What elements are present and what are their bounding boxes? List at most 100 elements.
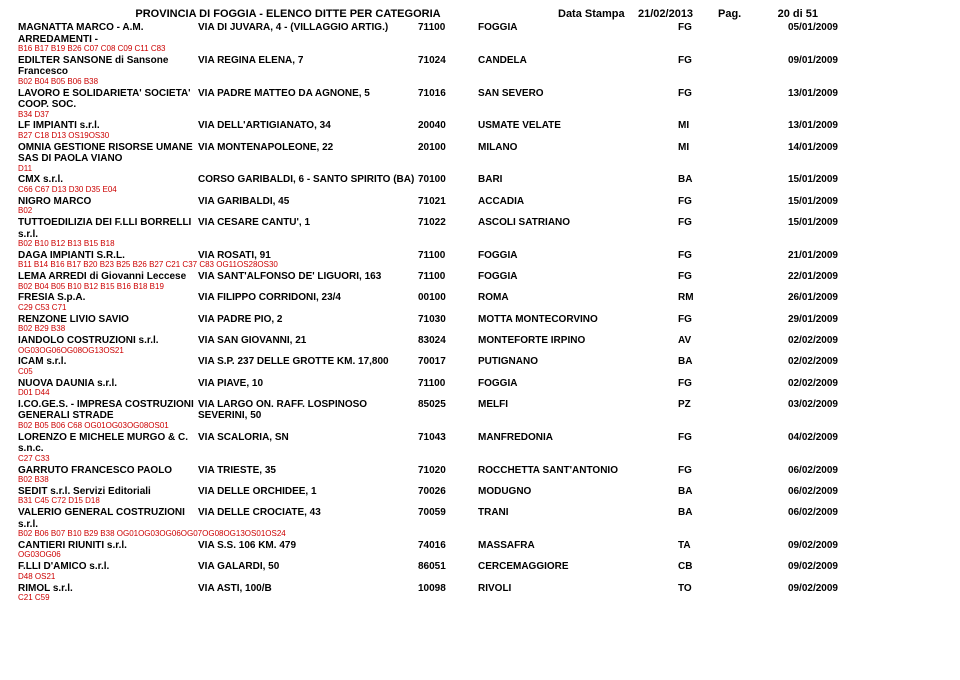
company-row: FRESIA S.p.A.VIA FILIPPO CORRIDONI, 23/4… [18,292,942,304]
company-date: 03/02/2009 [748,399,838,422]
company-row: CMX s.r.l.CORSO GARIBALDI, 6 - SANTO SPI… [18,174,942,186]
company-date: 26/01/2009 [748,292,838,304]
company-entry: ICAM s.r.l.VIA S.P. 237 DELLE GROTTE KM.… [18,356,942,376]
company-city: PUTIGNANO [478,356,678,368]
company-address: VIA DELLE CROCIATE, 43 [198,507,418,530]
company-zip: 70100 [418,174,478,186]
company-entry: LF IMPIANTI s.r.l.VIA DELL'ARTIGIANATO, … [18,120,942,140]
company-province: FG [678,378,748,390]
company-codes: B02 B29 B38 [18,325,942,334]
page-header: PROVINCIA DI FOGGIA - ELENCO DITTE PER C… [18,8,942,20]
company-name: I.CO.GE.S. - IMPRESA COSTRUZIONI GENERAL… [18,399,198,422]
company-province: RM [678,292,748,304]
company-codes: D48 OS21 [18,573,942,582]
company-codes: C66 C67 D13 D30 D35 E04 [18,186,942,195]
header-title: PROVINCIA DI FOGGIA - ELENCO DITTE PER C… [18,8,558,20]
company-entry: TUTTOEDILIZIA DEI F.LLI BORRELLI s.r.l.V… [18,217,942,249]
company-name: LORENZO E MICHELE MURGO & C. s.n.c. [18,432,198,455]
company-row: SEDIT s.r.l. Servizi EditorialiVIA DELLE… [18,486,942,498]
company-city: ROMA [478,292,678,304]
company-row: F.LLI D'AMICO s.r.l.VIA GALARDI, 5086051… [18,561,942,573]
company-entry: LORENZO E MICHELE MURGO & C. s.n.c.VIA S… [18,432,942,464]
company-city: SAN SEVERO [478,88,678,111]
company-name: IANDOLO COSTRUZIONI s.r.l. [18,335,198,347]
company-codes: D01 D44 [18,389,942,398]
company-date: 13/01/2009 [748,88,838,111]
company-date: 15/01/2009 [748,217,838,240]
company-codes: B02 B04 B05 B06 B38 [18,78,942,87]
company-province: BA [678,174,748,186]
company-entry: IANDOLO COSTRUZIONI s.r.l.VIA SAN GIOVAN… [18,335,942,355]
company-entry: EDILTER SANSONE di Sansone FrancescoVIA … [18,55,942,87]
company-codes: C21 C59 [18,594,942,603]
company-codes: OG03OG06 [18,551,942,560]
company-date: 06/02/2009 [748,486,838,498]
company-entry: OMNIA GESTIONE RISORSE UMANE SAS DI PAOL… [18,142,942,174]
company-row: LAVORO E SOLIDARIETA' SOCIETA' COOP. SOC… [18,88,942,111]
company-entry: F.LLI D'AMICO s.r.l.VIA GALARDI, 5086051… [18,561,942,581]
company-address: VIA REGINA ELENA, 7 [198,55,418,78]
company-zip: 85025 [418,399,478,422]
company-address: VIA PADRE MATTEO DA AGNONE, 5 [198,88,418,111]
company-province: AV [678,335,748,347]
company-date: 14/01/2009 [748,142,838,165]
company-name: TUTTOEDILIZIA DEI F.LLI BORRELLI s.r.l. [18,217,198,240]
company-zip: 71021 [418,196,478,208]
company-city: MANFREDONIA [478,432,678,455]
company-row: RIMOL s.r.l.VIA ASTI, 100/B10098RIVOLITO… [18,583,942,595]
company-date: 09/02/2009 [748,540,838,552]
company-name: LAVORO E SOLIDARIETA' SOCIETA' COOP. SOC… [18,88,198,111]
company-address: VIA DELLE ORCHIDEE, 1 [198,486,418,498]
company-entry: MAGNATTA MARCO - A.M. ARREDAMENTI -VIA D… [18,22,942,54]
company-row: LEMA ARREDI di Giovanni LecceseVIA SANT'… [18,271,942,283]
company-row: TUTTOEDILIZIA DEI F.LLI BORRELLI s.r.l.V… [18,217,942,240]
company-province: FG [678,22,748,45]
company-city: ASCOLI SATRIANO [478,217,678,240]
company-list: MAGNATTA MARCO - A.M. ARREDAMENTI -VIA D… [18,22,942,603]
company-province: TA [678,540,748,552]
company-name: EDILTER SANSONE di Sansone Francesco [18,55,198,78]
company-address: VIA MONTENAPOLEONE, 22 [198,142,418,165]
company-zip: 71100 [418,271,478,283]
company-row: NIGRO MARCOVIA GARIBALDI, 4571021ACCADIA… [18,196,942,208]
company-city: FOGGIA [478,378,678,390]
company-codes: B34 D37 [18,111,942,120]
company-province: FG [678,217,748,240]
company-date: 29/01/2009 [748,314,838,326]
company-entry: CANTIERI RIUNITI s.r.l.VIA S.S. 106 KM. … [18,540,942,560]
company-date: 06/02/2009 [748,507,838,530]
company-entry: GARRUTO FRANCESCO PAOLOVIA TRIESTE, 3571… [18,465,942,485]
company-province: PZ [678,399,748,422]
company-entry: NIGRO MARCOVIA GARIBALDI, 4571021ACCADIA… [18,196,942,216]
company-row: OMNIA GESTIONE RISORSE UMANE SAS DI PAOL… [18,142,942,165]
company-zip: 00100 [418,292,478,304]
header-page-num: 20 di 51 [758,8,818,20]
company-date: 15/01/2009 [748,196,838,208]
company-province: MI [678,120,748,132]
company-province: FG [678,88,748,111]
company-name: NIGRO MARCO [18,196,198,208]
company-row: GARRUTO FRANCESCO PAOLOVIA TRIESTE, 3571… [18,465,942,477]
company-entry: DAGA IMPIANTI S.R.L.VIA ROSATI, 9171100F… [18,250,942,270]
company-zip: 71100 [418,22,478,45]
company-province: BA [678,486,748,498]
company-date: 09/02/2009 [748,583,838,595]
company-city: MOTTA MONTECORVINO [478,314,678,326]
company-entry: RIMOL s.r.l.VIA ASTI, 100/B10098RIVOLITO… [18,583,942,603]
company-codes: B02 B04 B05 B10 B12 B15 B16 B18 B19 [18,283,942,292]
company-province: FG [678,314,748,326]
company-city: FOGGIA [478,271,678,283]
company-address: VIA CESARE CANTU', 1 [198,217,418,240]
company-row: LORENZO E MICHELE MURGO & C. s.n.c.VIA S… [18,432,942,455]
company-date: 22/01/2009 [748,271,838,283]
company-name: OMNIA GESTIONE RISORSE UMANE SAS DI PAOL… [18,142,198,165]
company-address: VIA S.S. 106 KM. 479 [198,540,418,552]
company-codes: C29 C53 C71 [18,304,942,313]
company-zip: 70026 [418,486,478,498]
company-address: VIA SANT'ALFONSO DE' LIGUORI, 163 [198,271,418,283]
company-codes: OG03OG06OG08OG13OS21 [18,347,942,356]
company-city: ACCADIA [478,196,678,208]
company-address: VIA SAN GIOVANNI, 21 [198,335,418,347]
company-address: VIA DI JUVARA, 4 - (VILLAGGIO ARTIG.) [198,22,418,45]
company-province: FG [678,271,748,283]
